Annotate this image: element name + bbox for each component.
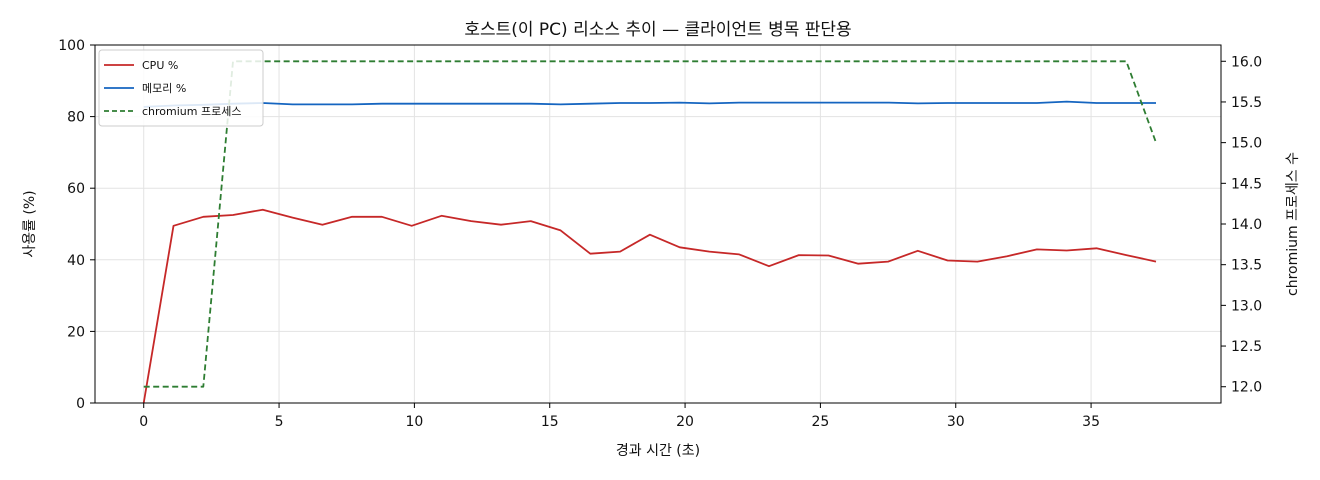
- legend-label-cpu: CPU %: [142, 59, 178, 72]
- y2-tick-label: 14.5: [1231, 176, 1262, 192]
- plot-frame: [94, 44, 1222, 404]
- series-line-cpu: [142, 208, 1157, 403]
- legend-label-chromium: chromium 프로세스: [142, 105, 241, 118]
- axis-layer: 0 5 10 15 20 25 30 35 0 20 40 60 80 100 12.0 12.5 13.0 13…: [58, 38, 1262, 430]
- x-tick-label: 25: [811, 414, 829, 430]
- y-axis-label: 사용률 (%): [22, 190, 38, 257]
- y2-tick-label: 12.0: [1231, 380, 1262, 396]
- x-tick-label: 20: [676, 414, 694, 430]
- y2-axis-label: chromium 프로세스 수: [1285, 152, 1301, 296]
- grid-layer: [95, 44, 1221, 404]
- chart-title: 호스트(이 PC) 리소스 추이 — 클라이언트 병목 판단용: [464, 20, 851, 40]
- x-tick-label: 35: [1082, 414, 1100, 430]
- y2-tick-label: 15.5: [1231, 95, 1262, 111]
- x-tick-label: 15: [541, 414, 559, 430]
- legend-box: [98, 49, 264, 127]
- y-tick-label: 0: [76, 396, 85, 412]
- y2-tick-label: 13.5: [1231, 258, 1262, 274]
- y2-tick-label: 16.0: [1231, 54, 1262, 70]
- series-line-chromium: [143, 60, 1157, 388]
- series-line-memory: [143, 100, 1156, 108]
- x-tick-label: 10: [405, 414, 423, 430]
- y-tick-label: 80: [67, 110, 85, 126]
- series-layer: [142, 60, 1157, 403]
- y-tick-label: 100: [58, 38, 85, 54]
- x-tick-label: 30: [947, 414, 965, 430]
- y2-tick-label: 13.0: [1231, 298, 1262, 314]
- x-tick-label: 0: [139, 414, 148, 430]
- legend: CPU % 메모리 % chromium 프로세스: [98, 49, 264, 127]
- y-tick-label: 60: [67, 181, 85, 197]
- y2-tick-label: 14.0: [1231, 217, 1262, 233]
- y2-tick-label: 15.0: [1231, 136, 1262, 152]
- legend-label-memory: 메모리 %: [142, 82, 186, 95]
- y2-tick-label: 12.5: [1231, 339, 1262, 355]
- x-axis-label: 경과 시간 (초): [616, 443, 700, 459]
- x-tick-label: 5: [275, 414, 284, 430]
- y-tick-label: 20: [67, 324, 85, 340]
- y-tick-label: 40: [67, 253, 85, 269]
